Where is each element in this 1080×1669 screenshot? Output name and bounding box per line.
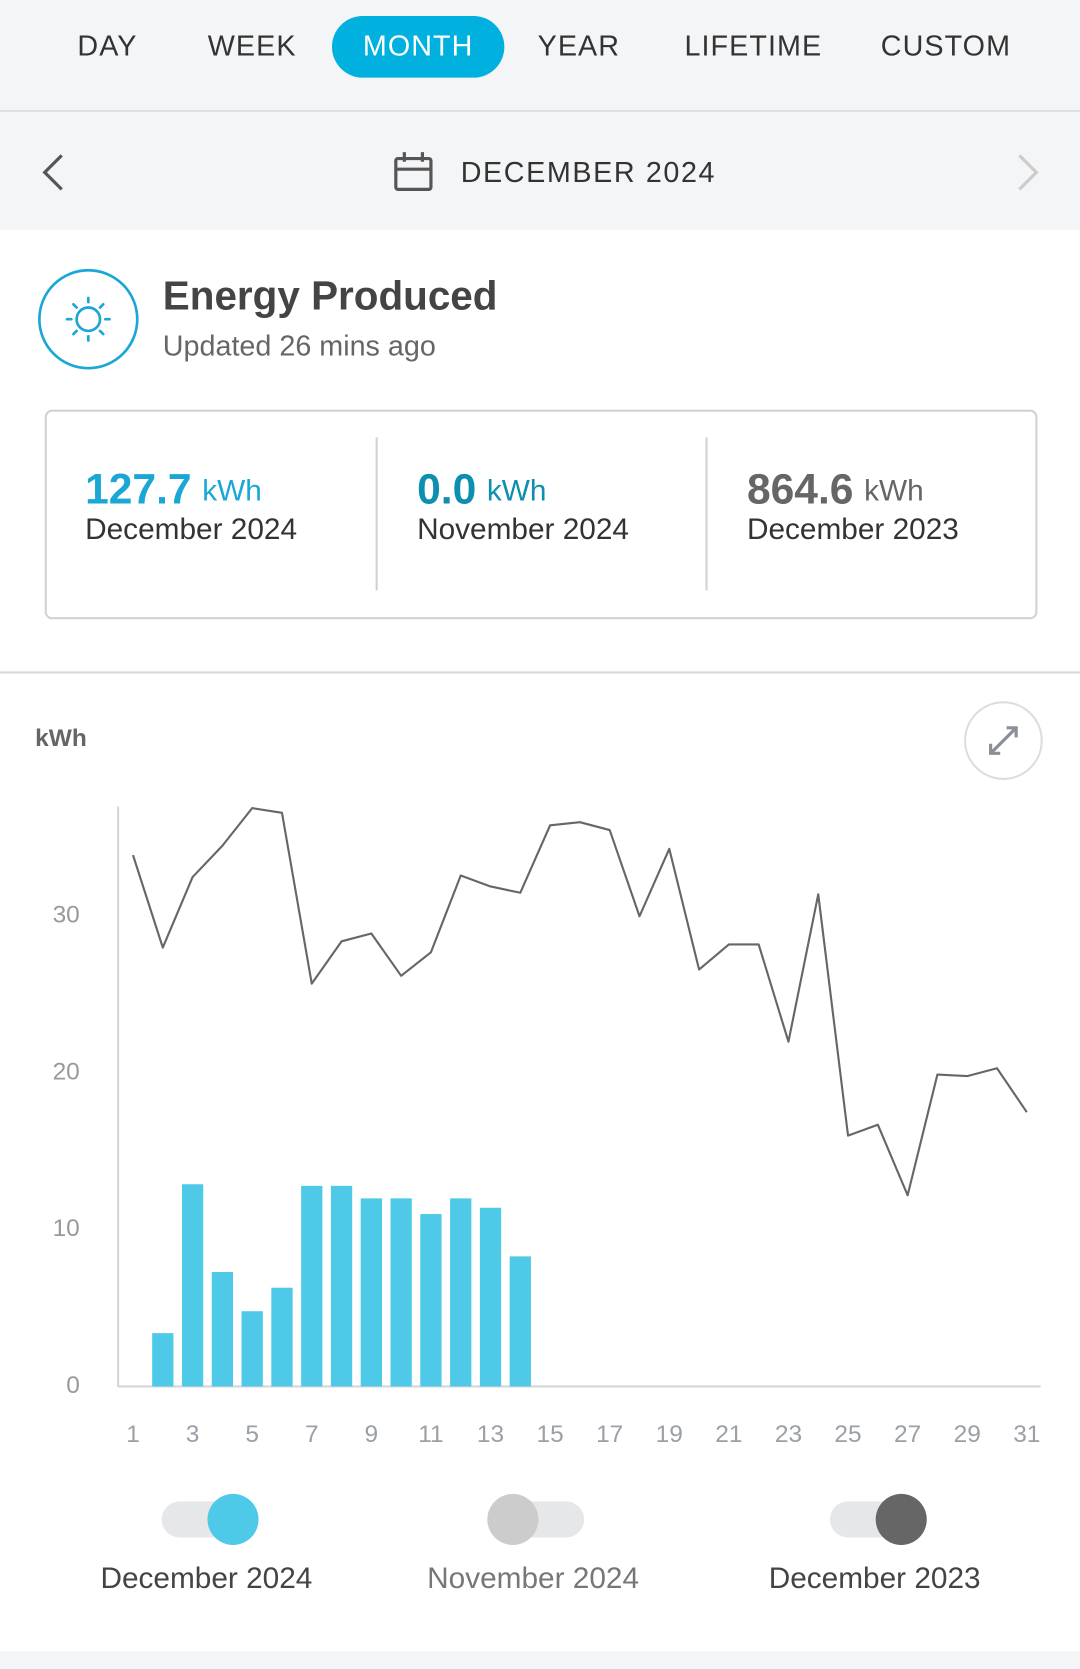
legend-label: November 2024: [427, 1562, 639, 1595]
y-tick-label: 20: [53, 1058, 80, 1085]
unit: kWh: [202, 475, 262, 508]
x-tick-label: 11: [418, 1421, 443, 1448]
summary-card: [44, 409, 1038, 620]
summary-value: 127.7 kWh: [85, 466, 262, 514]
period-bar: [0, 111, 1080, 230]
prev-button[interactable]: [42, 154, 63, 191]
tab[interactable]: YEAR: [538, 30, 620, 62]
summary-label: November 2024: [417, 513, 629, 546]
title: Energy Produced: [163, 273, 498, 319]
y-tick-label: 0: [66, 1372, 80, 1399]
tab[interactable]: WEEK: [208, 30, 297, 62]
bar: [479, 1207, 502, 1387]
bar: [330, 1185, 353, 1387]
footer-strip: [0, 1651, 1080, 1669]
expand-button[interactable]: [964, 701, 1043, 780]
y-axis-label: kWh: [35, 725, 87, 752]
value: 127.7: [85, 466, 191, 514]
toggle-knob: [875, 1493, 927, 1545]
tab[interactable]: MONTH: [331, 15, 505, 78]
x-tick-label: 17: [596, 1421, 623, 1448]
x-tick-label: 31: [1013, 1421, 1040, 1448]
calendar-icon[interactable]: [394, 152, 433, 191]
bar: [181, 1184, 204, 1387]
x-tick-label: 13: [477, 1421, 504, 1448]
legend-label: December 2024: [100, 1562, 312, 1595]
tab[interactable]: DAY: [77, 30, 137, 62]
line: [131, 807, 1028, 1197]
value: 0.0: [417, 466, 476, 514]
legend: December 2024 November 2024 December 2023: [100, 1493, 981, 1595]
x-tick-label: 1: [126, 1421, 140, 1448]
unit: kWh: [487, 475, 547, 508]
x-tick-label: 5: [245, 1421, 259, 1448]
toggle-knob: [487, 1493, 539, 1545]
x-tick-label: 27: [894, 1421, 921, 1448]
x-tick-label: 25: [834, 1421, 861, 1448]
x-tick-label: 21: [715, 1421, 742, 1448]
y-tick-label: 10: [53, 1215, 80, 1242]
tab-label: CUSTOM: [881, 30, 1011, 62]
subtitle: Updated 26 mins ago: [163, 331, 436, 363]
tab-highlight: [331, 15, 505, 78]
legend-toggle[interactable]: November 2024: [427, 1493, 639, 1595]
x-tick-label: 29: [954, 1421, 981, 1448]
summary-value: 864.6 kWh: [747, 466, 924, 514]
summary-label: December 2024: [85, 513, 297, 546]
x-tick-label: 7: [305, 1421, 319, 1448]
tab[interactable]: CUSTOM: [881, 30, 1011, 62]
tab-label: WEEK: [208, 30, 297, 62]
bar: [152, 1333, 174, 1387]
bar: [241, 1311, 263, 1387]
tab-bar: [0, 0, 1080, 111]
bar: [509, 1256, 531, 1387]
summary-label: December 2023: [747, 513, 959, 546]
tab[interactable]: LIFETIME: [684, 30, 822, 62]
bar: [450, 1198, 472, 1387]
summary: 127.7 kWh December 2024 0.0 kWh November 2024…: [85, 466, 959, 546]
tab-label: YEAR: [538, 30, 620, 62]
tab-label: LIFETIME: [684, 30, 822, 62]
unit: kWh: [864, 475, 924, 508]
bar: [420, 1214, 442, 1387]
bar: [390, 1198, 412, 1387]
sun-icon: [38, 268, 139, 370]
y-tick-label: 30: [53, 902, 80, 929]
legend-toggle[interactable]: December 2023: [769, 1493, 981, 1595]
tab-label: MONTH: [363, 30, 474, 62]
tabs: DAY WEEK MONTH YEAR LIFETIME CUSTOM: [77, 15, 1011, 78]
x-tick-label: 19: [656, 1421, 683, 1448]
x-tick-label: 9: [365, 1421, 379, 1448]
tab-label: DAY: [77, 30, 137, 62]
x-tick-label: 15: [536, 1421, 563, 1448]
toggle-knob: [207, 1493, 259, 1545]
legend-label: December 2023: [769, 1562, 981, 1595]
bar: [360, 1198, 382, 1387]
next-button[interactable]: [1018, 154, 1039, 191]
period-label: DECEMBER 2024: [461, 157, 716, 189]
bar: [271, 1287, 293, 1387]
value: 864.6: [747, 466, 853, 514]
x-tick-label: 3: [186, 1421, 200, 1448]
summary-value: 0.0 kWh: [417, 466, 546, 514]
bar: [301, 1185, 323, 1387]
x-tick-label: 23: [775, 1421, 802, 1448]
legend-toggle[interactable]: December 2024: [100, 1493, 312, 1595]
bar: [211, 1272, 234, 1387]
